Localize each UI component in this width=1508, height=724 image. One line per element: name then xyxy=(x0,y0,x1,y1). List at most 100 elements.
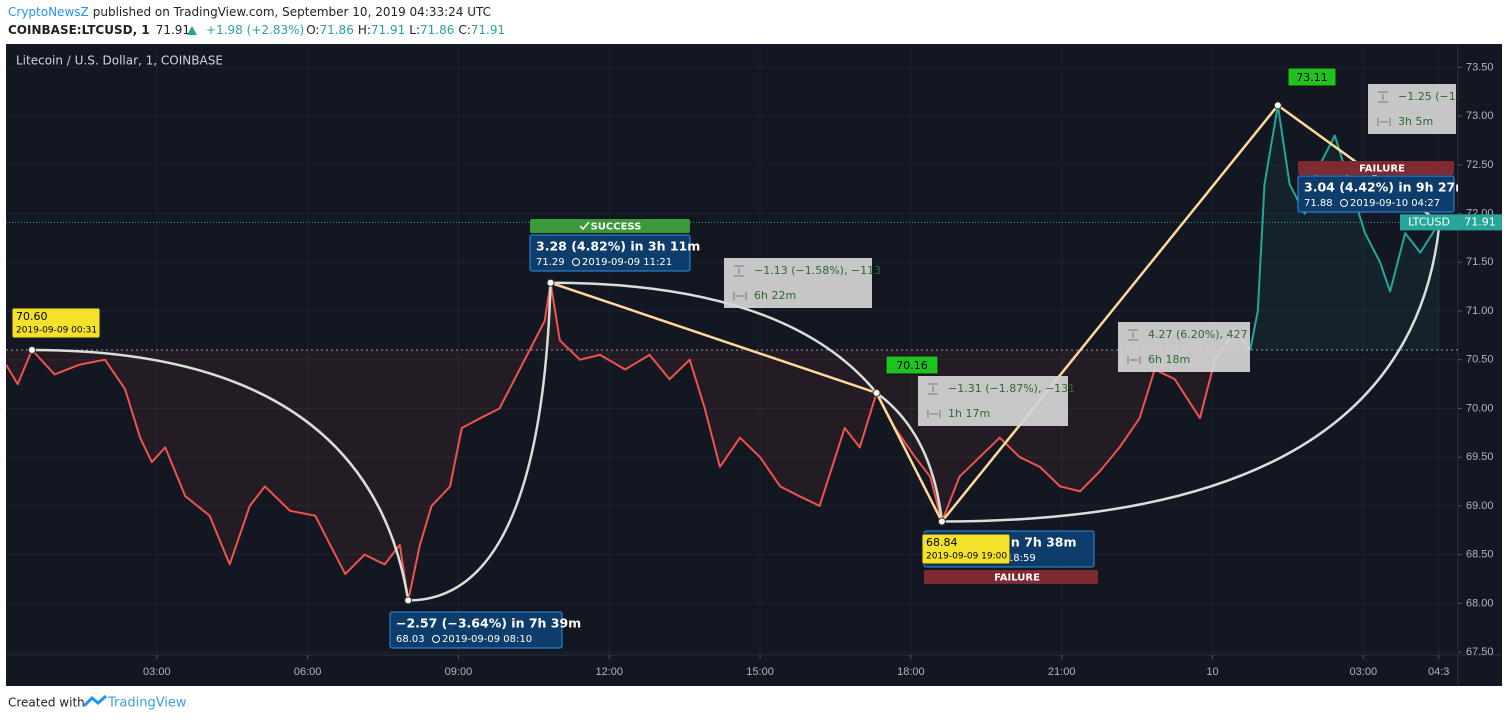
measure-icon xyxy=(733,265,747,300)
measure-icon xyxy=(927,383,941,418)
measure-duration: 6h 18m xyxy=(1148,353,1190,366)
footer-prefix: Created with xyxy=(8,696,85,710)
price-flag-box xyxy=(1287,67,1337,87)
ohlc: O:71.86 H:71.91 L:71.86 C:71.91 xyxy=(306,23,505,37)
price-label-box xyxy=(11,307,101,339)
y-tick-label: 71.00 xyxy=(1466,305,1494,317)
plot: 70.60 2019-09-09 00:31 −2.57 (−3.64%) in 7… xyxy=(6,45,1468,655)
symbol-line: COINBASE:LTCUSD, 1 71.91 +1.98 (+2.83%) O:7… xyxy=(8,23,505,37)
pivot xyxy=(27,346,36,354)
range-price: 68.03 xyxy=(396,634,425,645)
range-change: 3.28 (4.82%) in 3h 11m xyxy=(536,239,700,254)
footer-brand[interactable]: TradingView xyxy=(107,696,187,711)
logo xyxy=(82,694,107,708)
chart-title: Litecoin / U.S. Dollar, 1, COINBASE xyxy=(16,54,223,68)
price-flag: 70.16 xyxy=(896,359,928,372)
symbol-tag-label: LTCUSD xyxy=(1408,215,1450,228)
price-line xyxy=(1249,104,1441,351)
clock-icon xyxy=(1340,199,1348,207)
y-tick-label: 70.50 xyxy=(1466,354,1494,366)
status-label: FAILURE xyxy=(1359,164,1405,175)
last-price: 71.91 xyxy=(156,23,190,37)
range-change: −2.57 (−3.64%) in 7h 39m xyxy=(396,616,581,631)
status-icon xyxy=(579,221,590,231)
area-fill xyxy=(1250,105,1440,351)
trend-line xyxy=(875,392,943,523)
pivot xyxy=(937,517,946,526)
x-tick-label: 15:00 xyxy=(746,666,774,678)
y-tick-label: 71.50 xyxy=(1466,256,1494,268)
x-tick-label: 12:00 xyxy=(595,666,623,678)
measure-box xyxy=(724,258,872,308)
measure-box xyxy=(918,376,1068,426)
curve-drawing xyxy=(408,282,552,602)
ohlc-value: 71.91 xyxy=(471,23,505,37)
ohlc-value: 71.86 xyxy=(319,23,353,37)
range-date: 2019-09-10 04:27 xyxy=(1350,198,1440,209)
range-price: 71.29 xyxy=(536,257,565,268)
last-price-tag xyxy=(1458,214,1502,231)
measure-duration: 1h 17m xyxy=(948,407,990,420)
pivot xyxy=(404,596,413,605)
status-bar xyxy=(530,219,690,233)
x-tick-label: 18:00 xyxy=(897,666,925,678)
clock-icon xyxy=(572,258,580,266)
y-tick-label: 72.50 xyxy=(1466,159,1494,171)
chart-background xyxy=(6,44,1502,686)
range-date: 2019-09-09 08:10 xyxy=(442,634,532,645)
price-line xyxy=(6,281,1251,602)
trend-line xyxy=(940,104,1279,523)
x-tick-label: 09:00 xyxy=(445,666,473,678)
curve-drawing xyxy=(875,391,944,522)
price-label-box xyxy=(921,533,1011,565)
area-fill xyxy=(6,282,1251,601)
measure-change: 4.27 (6.20%), 427 xyxy=(1148,328,1248,341)
ohlc-label: L: xyxy=(409,23,420,37)
published: published on TradingView.com, September … xyxy=(93,5,491,19)
range-date: –09 18:59 xyxy=(986,553,1036,564)
y-tick-label: 73.00 xyxy=(1466,110,1494,122)
y-tick-label: 67.50 xyxy=(1466,646,1494,658)
ohlc-label: O: xyxy=(306,23,319,37)
last-price-tag-label: 71.91 xyxy=(1464,215,1496,228)
status-bar xyxy=(924,570,1098,584)
symbol-tag xyxy=(1400,214,1458,231)
measure-icon xyxy=(1377,91,1391,126)
measure-change: −1.25 (−1. xyxy=(1398,90,1459,103)
curve-drawing xyxy=(550,281,878,394)
curve-drawing xyxy=(31,348,410,601)
range-box xyxy=(1297,175,1455,213)
ohlc-value: 71.86 xyxy=(420,23,454,37)
y-tick-label: 69.50 xyxy=(1466,451,1494,463)
pivot xyxy=(872,388,881,397)
measure-change: −1.13 (−1.58%), −113 xyxy=(754,264,881,277)
pivot xyxy=(1273,101,1282,110)
date-label: 2019-09-09 19:00 xyxy=(926,552,1007,562)
range-change: 3.04 (4.42%) in 9h 27m xyxy=(1304,180,1468,195)
status-bar xyxy=(1298,161,1454,175)
price-flag-box xyxy=(885,355,939,375)
status-label: SUCCESS xyxy=(591,222,642,233)
ohlc-label: C: xyxy=(458,23,470,37)
y-tick-label: 73.50 xyxy=(1466,61,1494,73)
x-tick-label: 06:00 xyxy=(294,666,322,678)
measure-duration: 6h 22m xyxy=(754,289,796,302)
x-tick-label: 03:00 xyxy=(1350,666,1378,678)
measure-duration: 3h 5m xyxy=(1398,115,1433,128)
price-label: 70.60 xyxy=(16,310,48,323)
x-tick-label: 21:00 xyxy=(1048,666,1076,678)
price-label: 68.84 xyxy=(926,536,958,549)
author[interactable]: CryptoNewsZ xyxy=(8,5,89,19)
range-price: 71.88 xyxy=(1304,198,1333,209)
range-date: 2019-09-09 11:21 xyxy=(582,257,672,268)
up-arrow xyxy=(187,26,197,35)
price-flag: 73.11 xyxy=(1296,71,1328,84)
ohlc-value: 71.91 xyxy=(371,23,405,37)
clock-icon xyxy=(432,635,440,643)
change: +1.98 (+2.83%) xyxy=(206,23,304,37)
x-tick-label: 03:00 xyxy=(143,666,171,678)
header-line: CryptoNewsZ published on TradingView.com,… xyxy=(8,5,491,19)
symbol: COINBASE:LTCUSD, 1 xyxy=(8,23,150,37)
status-label: FAILURE xyxy=(994,573,1040,584)
